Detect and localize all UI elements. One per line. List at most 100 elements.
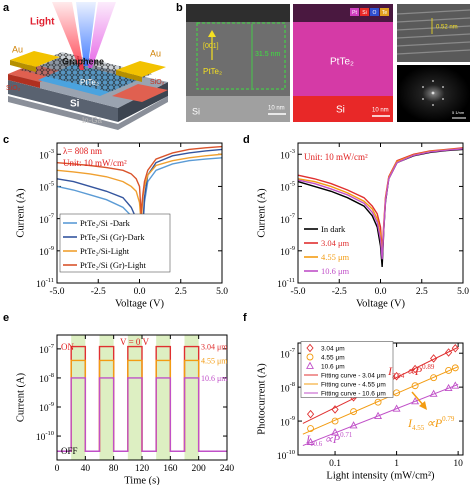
legend-label: 10.6 μm	[201, 374, 228, 383]
x-tick-label: 1	[394, 459, 399, 469]
scale-label: 10 nm	[268, 106, 285, 112]
x-axis-title: Voltage (V)	[115, 298, 165, 309]
series-line	[297, 148, 464, 260]
legend-label: PtTe₂/Si (Gr)-Light	[80, 260, 147, 270]
graphene-label: Graphene	[62, 56, 104, 66]
fit-label-part: I	[407, 416, 413, 430]
x-tick-label: 200	[192, 464, 207, 474]
fit-label-part: 0.79	[442, 415, 455, 423]
au-electrode-right-front	[116, 70, 142, 82]
thickness-label: 31.5 nm	[255, 51, 280, 58]
legend-label: 3.04 μm	[321, 346, 345, 353]
layer-label: PtTe₂	[203, 67, 222, 76]
legend-box	[300, 341, 394, 398]
direction-label: [001]	[203, 43, 219, 50]
light-beam	[76, 2, 96, 66]
marker	[350, 408, 358, 416]
map-substrate-label: Si	[336, 105, 345, 116]
map-layer-label: PtTe₂	[330, 57, 354, 68]
annotation: Unit: 10 mW/cm²	[63, 158, 127, 168]
fit-label-part: I	[305, 432, 311, 446]
in-ga-label: In-Ga	[82, 116, 103, 125]
x-axis-title: Time (s)	[124, 475, 160, 485]
legend-label: PtTe₂/Si (Gr)-Dark	[80, 232, 145, 242]
fit-label: I3.04 ∝P0.89	[387, 363, 435, 380]
panel-label: e	[3, 312, 9, 324]
si-label: Si	[70, 99, 80, 110]
highlight-box	[196, 22, 286, 90]
sio2-label: SiO₂	[150, 79, 165, 86]
lattice-fringes	[396, 9, 471, 55]
au-electrode-right	[116, 61, 166, 77]
x-tick-label: 0.0	[375, 287, 387, 297]
legend-label: Fitting curve - 10.6 μm	[321, 391, 386, 398]
plot-frame	[297, 142, 464, 284]
marker	[307, 425, 315, 433]
x-tick-label: 160	[163, 464, 178, 474]
x-tick-label: -2.5	[332, 287, 347, 297]
y-tick-label: 10-3	[280, 149, 295, 162]
x-tick-label: 120	[135, 464, 150, 474]
element-swatch	[350, 8, 359, 16]
x-tick-label: 0.0	[134, 287, 146, 297]
x-tick-label: 40	[81, 464, 91, 474]
au-electrode-left-front	[10, 60, 36, 72]
legend-label: 4.55 μm	[321, 252, 350, 262]
scale-label: 5 1/nm	[452, 110, 465, 115]
illumination-band	[99, 335, 114, 460]
y-tick-label: 10-10	[277, 449, 295, 462]
panel-label: f	[243, 312, 247, 324]
si-front	[8, 80, 118, 122]
legend-label: 4.55 μm	[201, 356, 228, 365]
y-tick-label: 10-9	[39, 245, 54, 258]
x-tick-label: 80	[109, 464, 119, 474]
x-tick-label: 0	[55, 464, 60, 474]
panel-label: b	[176, 2, 183, 14]
fft-spots	[422, 80, 444, 106]
marker	[306, 409, 315, 419]
ptte2-label: PtTe₂	[80, 78, 99, 87]
x-tick-label: -2.5	[91, 287, 106, 297]
y-axis-title: Current (A)	[15, 372, 26, 422]
legend-swatch	[306, 353, 314, 361]
x-tick-label: 2.5	[175, 287, 187, 297]
marker	[451, 343, 459, 353]
panel-a: a Light Au Au Graphene PtTe₂ SiO₂ SiO₂ S…	[3, 2, 168, 130]
x-tick-label: 5.0	[457, 287, 469, 297]
y-tick-label: 10-8	[280, 382, 295, 395]
legend-box	[59, 213, 171, 273]
fit-label-part: ∝P	[426, 416, 443, 430]
panel-label: a	[3, 2, 10, 14]
light-beam	[88, 2, 116, 68]
y-tick-label: 10-9	[39, 401, 54, 414]
x-tick-label: 2.5	[416, 287, 428, 297]
illumination-band	[184, 335, 199, 460]
panel-b: b [001] 31.5 nm PtTe₂ Si 10 nm Pt Si O T…	[176, 2, 471, 122]
y-tick-label: 10-9	[280, 245, 295, 258]
fit-label-part: 10.6	[310, 440, 323, 448]
illumination-band	[71, 335, 86, 460]
legend-label: Fitting curve - 3.04 μm	[321, 373, 386, 380]
y-tick-label: 10-7	[39, 343, 55, 356]
annotation: V = 0 V	[120, 337, 150, 347]
fit-label-part: 4.55	[412, 424, 425, 432]
x-tick-label: -5.0	[290, 287, 305, 297]
y-tick-label: 10-8	[39, 372, 54, 385]
fit-label: I10.6 ∝P0.71	[305, 431, 353, 448]
scale-label: 10 nm	[372, 108, 389, 114]
x-axis-title: Voltage (V)	[356, 298, 406, 309]
substrate-label: Si	[192, 106, 200, 116]
arrow-head	[208, 30, 216, 37]
fit-label-part: ∝P	[406, 364, 423, 378]
legend-label: 3.04 μm	[321, 238, 350, 248]
y-tick-label: 10-7	[280, 348, 296, 361]
legend-label: Fitting curve - 4.55 μm	[321, 382, 386, 389]
x-tick-label: 5.0	[216, 287, 228, 297]
illumination-band	[127, 335, 142, 460]
element-swatch	[360, 8, 369, 16]
annotation: OFF	[61, 446, 78, 456]
element-label: Si	[362, 10, 366, 16]
tem-si-region	[186, 96, 290, 122]
